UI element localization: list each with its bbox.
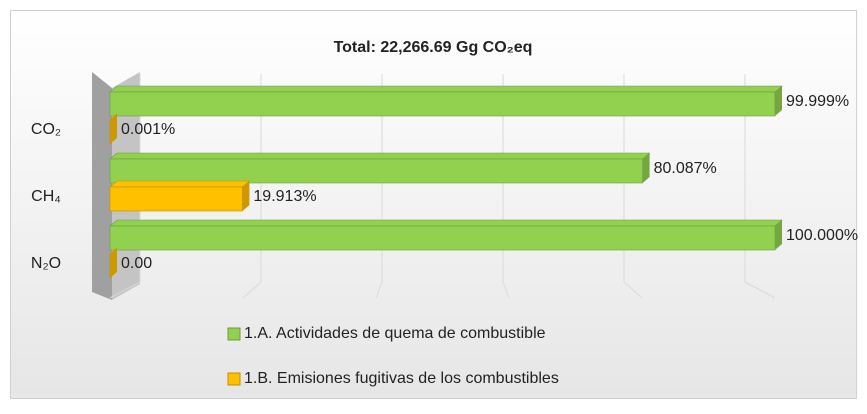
data-label: 19.913% (253, 188, 316, 205)
bar (109, 219, 783, 251)
bar (109, 113, 118, 145)
grid-line-floor (109, 281, 141, 299)
legend-swatch (227, 372, 241, 386)
bar (109, 180, 251, 212)
bar-front (109, 91, 776, 117)
bar-end (774, 86, 782, 116)
bar (109, 85, 783, 117)
bar (109, 152, 651, 184)
chart-title: Total: 22,266.69 Gg CO₂eq (334, 39, 533, 56)
grid-line-floor (623, 281, 643, 299)
y-tick-label: CO₂ (31, 121, 61, 138)
legend-swatch (227, 327, 241, 341)
y-tick-label: N₂O (31, 255, 61, 272)
bar-top (109, 85, 783, 93)
bar-top (109, 219, 783, 227)
grid-line-floor (744, 281, 776, 299)
data-label: 99.999% (786, 93, 849, 110)
bar (109, 247, 118, 279)
data-label: 0.001% (121, 121, 175, 138)
bar-top (109, 152, 651, 160)
legend-label: 1.B. Emisiones fugitivas de los combusti… (244, 370, 559, 387)
bar-front (109, 158, 643, 184)
data-label: 0.00 (121, 255, 152, 272)
grid-line-floor (375, 281, 383, 299)
bar-end (775, 220, 782, 250)
legend-label: 1.A. Actividades de quema de combustible (244, 325, 546, 342)
bar-front (109, 225, 776, 251)
bar-end (242, 181, 250, 211)
bar-front (109, 186, 243, 212)
side-wall (92, 72, 112, 300)
grid-line-floor (242, 281, 262, 299)
y-tick-label: CH₄ (31, 188, 61, 205)
data-label: 100.000% (786, 227, 858, 244)
bar-end (110, 248, 117, 278)
bar-top (109, 180, 251, 188)
bar-end (642, 153, 650, 183)
data-label: 80.087% (654, 160, 717, 177)
bar-end (110, 114, 118, 144)
grid-line-floor (502, 281, 510, 299)
